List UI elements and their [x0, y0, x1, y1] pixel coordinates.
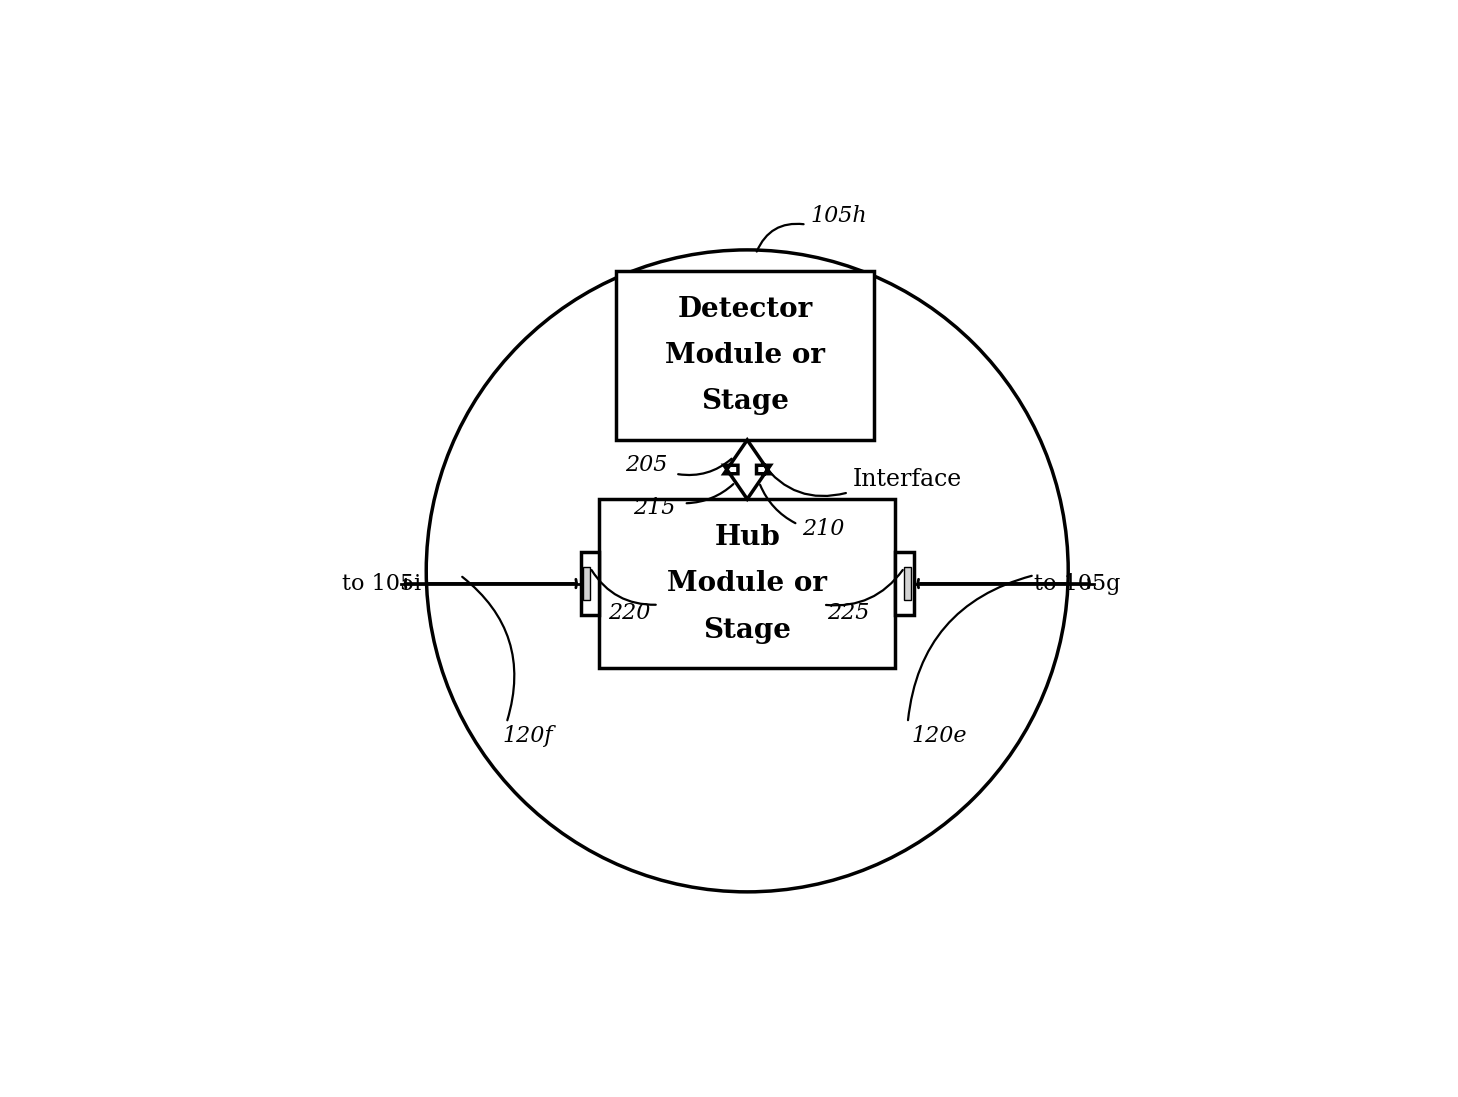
- Bar: [580, 552, 599, 615]
- Text: Hub: Hub: [714, 523, 780, 551]
- Text: Module or: Module or: [665, 342, 825, 369]
- Bar: [904, 567, 911, 600]
- Text: 120f: 120f: [502, 725, 553, 747]
- Text: 120e: 120e: [911, 725, 968, 747]
- Text: 210: 210: [802, 518, 844, 540]
- Text: to 105i: to 105i: [341, 573, 421, 595]
- Text: 105h: 105h: [811, 205, 868, 227]
- Bar: [583, 567, 590, 600]
- Polygon shape: [725, 440, 770, 499]
- Bar: [895, 552, 914, 615]
- Text: Module or: Module or: [668, 570, 827, 597]
- Text: 225: 225: [828, 602, 870, 624]
- Text: to 105g: to 105g: [1034, 573, 1121, 595]
- Text: Interface: Interface: [853, 468, 962, 491]
- Text: 215: 215: [633, 497, 675, 519]
- Text: Detector: Detector: [678, 295, 812, 323]
- Text: 220: 220: [608, 602, 650, 624]
- Bar: [599, 499, 895, 668]
- Text: Stage: Stage: [701, 388, 789, 416]
- Text: Stage: Stage: [703, 617, 792, 644]
- Text: 205: 205: [624, 454, 666, 476]
- Bar: [617, 271, 873, 440]
